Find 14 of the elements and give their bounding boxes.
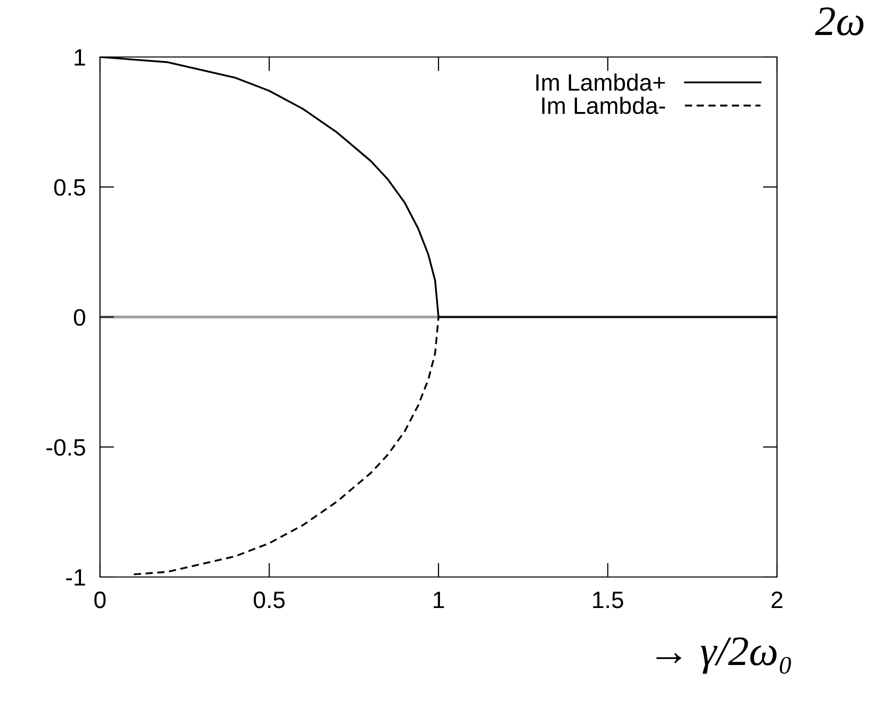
x-tick-label: 0.5 [254,592,285,608]
y-tick-label: -1 [66,569,85,586]
y-tick-label: 1 [74,49,85,66]
legend-label: Im Lambda+ [536,74,665,91]
y-tick-label: 0.5 [54,179,86,196]
x-axis-title: → γ/2ω₀ [656,637,792,674]
x-tick-label: 0 [94,592,106,608]
x-tick-label: 1 [434,592,444,608]
x-tick-label: 1.5 [593,592,624,608]
legend-label: Im Lambda- [542,96,665,114]
y-tick-label: 0 [74,309,86,326]
x-tick-label: 2 [772,592,782,608]
text: 2ω [815,7,864,36]
y-tick-label: -0.5 [46,439,86,456]
